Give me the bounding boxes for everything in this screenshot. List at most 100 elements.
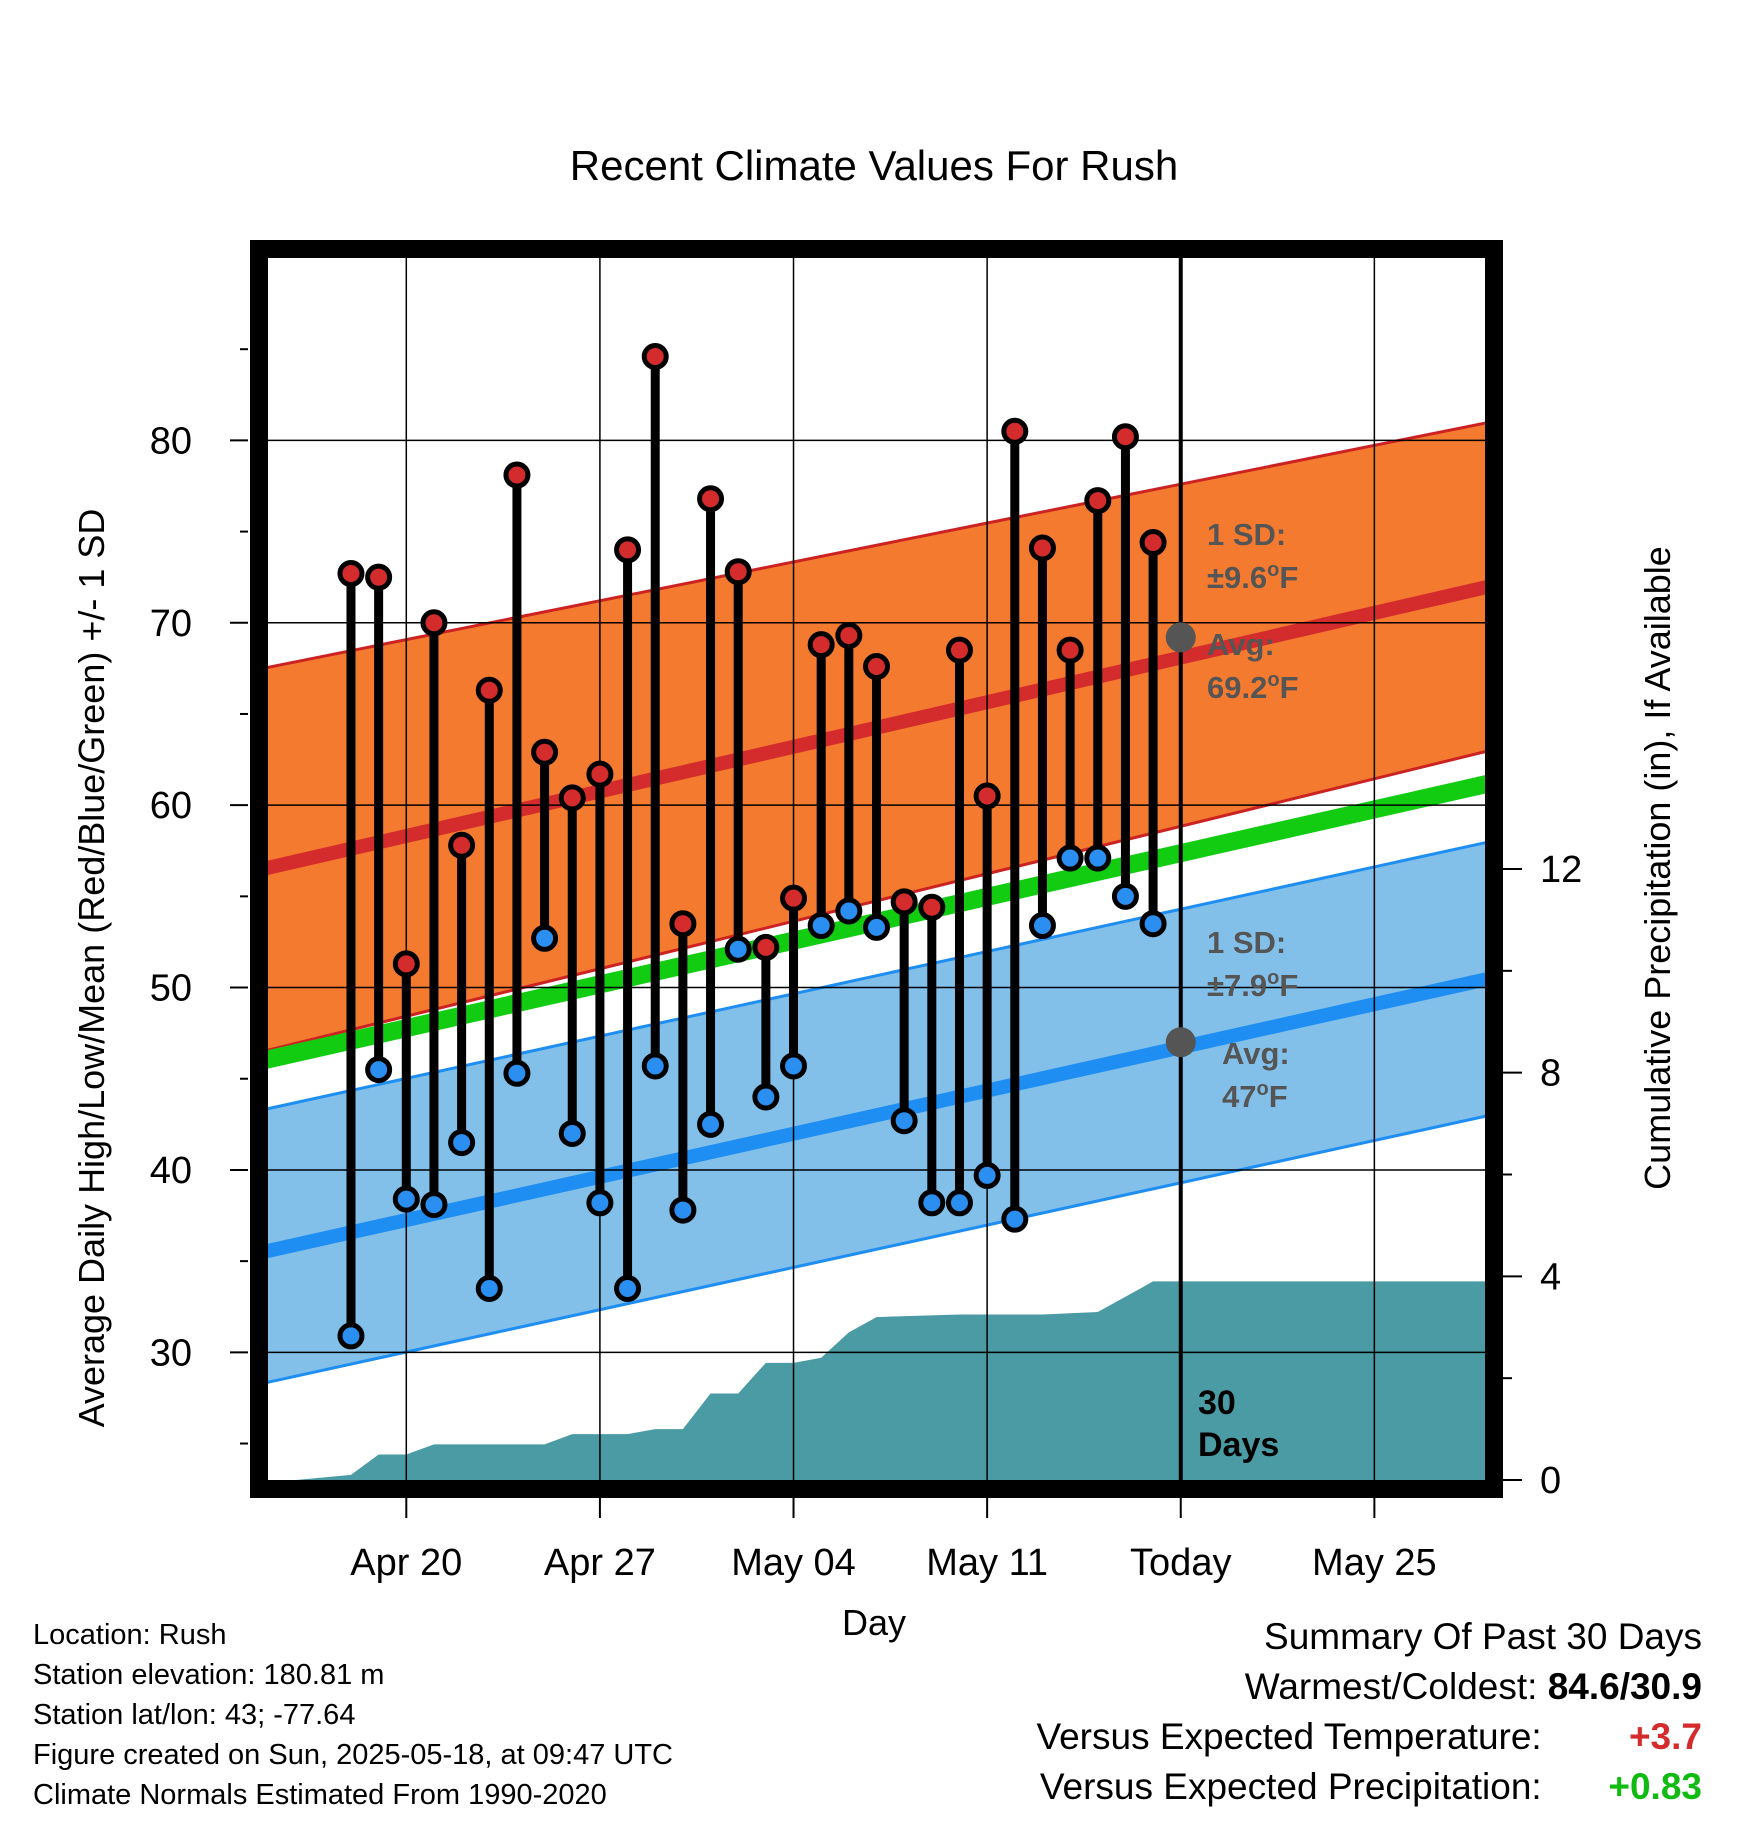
high-point xyxy=(1111,423,1139,451)
low-point xyxy=(586,1189,614,1217)
low-point xyxy=(752,1083,780,1111)
precip-area xyxy=(295,1281,1485,1480)
high-point xyxy=(1084,487,1112,515)
high-avg-label: Avg: xyxy=(1207,627,1275,662)
low-point xyxy=(863,913,890,941)
high-point xyxy=(392,950,420,978)
created-text: Figure created on Sun, 2025-05-18, at 09… xyxy=(33,1739,673,1771)
latlon-text: Station lat/lon: 43; -77.64 xyxy=(33,1699,356,1731)
high-point xyxy=(918,893,946,921)
high-point xyxy=(337,560,365,588)
low-point xyxy=(780,1052,808,1080)
low-point xyxy=(918,1189,946,1217)
days-label-number: 30 xyxy=(1198,1384,1236,1422)
y2-tick-label: 12 xyxy=(1540,849,1582,891)
high-point xyxy=(863,653,890,681)
y2-tick-label: 0 xyxy=(1540,1460,1561,1502)
low-point xyxy=(973,1161,1001,1189)
low-point xyxy=(337,1322,365,1350)
high-point xyxy=(420,609,448,637)
station-info: Location: Rush Station elevation: 180.81… xyxy=(33,1615,673,1815)
y2-tick-label: 8 xyxy=(1540,1053,1561,1095)
high-point xyxy=(835,622,863,650)
plot-frame xyxy=(250,240,1503,1498)
low-point xyxy=(1056,844,1084,872)
low-avg-label: Avg: xyxy=(1222,1036,1290,1071)
high-point xyxy=(448,831,476,859)
low-point xyxy=(365,1056,393,1084)
high-avg-value: 69.2oF xyxy=(1207,669,1299,705)
y-tick-label: 30 xyxy=(150,1332,192,1374)
summary-panel: Summary Of Past 30 Days Warmest/Coldest:… xyxy=(1036,1612,1702,1812)
location-text: Location: Rush xyxy=(33,1619,227,1651)
low-sd-upper-edge xyxy=(268,841,1485,1111)
high-point xyxy=(503,461,531,489)
x-tick-label: May 25 xyxy=(1312,1542,1437,1584)
high-sd-value: ±9.6oF xyxy=(1207,559,1298,595)
y2-tick-label: 4 xyxy=(1540,1256,1561,1298)
high-point xyxy=(973,782,1001,810)
low-point xyxy=(1111,882,1139,910)
low-point xyxy=(1001,1205,1029,1233)
low-normal-line xyxy=(268,972,1485,1259)
high-point xyxy=(641,342,669,370)
high-point xyxy=(586,760,614,788)
high-sd-label: 1 SD: xyxy=(1207,517,1286,552)
y-tick-label: 80 xyxy=(150,420,192,462)
low-point xyxy=(392,1185,420,1213)
low-point xyxy=(1028,912,1056,940)
high-point xyxy=(697,485,725,513)
high-point xyxy=(558,784,586,812)
y-tick-label: 50 xyxy=(150,968,192,1010)
high-point xyxy=(365,563,393,591)
summary-title: Summary Of Past 30 Days xyxy=(1264,1616,1702,1657)
low-point xyxy=(531,924,559,952)
low-point xyxy=(835,897,863,925)
elevation-text: Station elevation: 180.81 m xyxy=(33,1659,385,1691)
x-axis-title: Day xyxy=(842,1602,906,1643)
low-point xyxy=(448,1129,476,1157)
high-point xyxy=(724,558,752,586)
low-sd-lower-edge xyxy=(268,1114,1485,1384)
normals-text: Climate Normals Estimated From 1990-2020 xyxy=(33,1779,607,1811)
low-point xyxy=(420,1191,448,1219)
low-point xyxy=(807,912,835,940)
warmest-value: 84.6/30.9 xyxy=(1547,1666,1702,1707)
low-point xyxy=(724,935,752,963)
high-point xyxy=(669,910,697,938)
chart-axes: 30 40 50 60 70 80 0 4 8 12 Apr 20 Apr 27 May 04 May 1… xyxy=(150,348,1582,1584)
high-point xyxy=(614,536,642,564)
high-point xyxy=(890,888,918,916)
low-point xyxy=(558,1119,586,1147)
y-axis-title: Average Daily High/Low/Mean (Red/Blue/Gr… xyxy=(71,509,112,1428)
low-sd-label: 1 SD: xyxy=(1207,925,1286,960)
precip-label: Versus Expected Precipitation: xyxy=(1039,1766,1542,1807)
high-avg-marker xyxy=(1165,622,1196,653)
low-point xyxy=(669,1196,697,1224)
low-point xyxy=(697,1110,725,1138)
low-point xyxy=(1084,844,1112,872)
low-avg-value: 47oF xyxy=(1222,1078,1288,1114)
high-point xyxy=(1001,417,1029,445)
low-avg-marker xyxy=(1165,1027,1196,1058)
high-sd-upper-edge xyxy=(268,421,1485,669)
low-point xyxy=(641,1052,669,1080)
high-point xyxy=(531,738,559,766)
x-tick-label: May 11 xyxy=(926,1542,1048,1584)
high-point xyxy=(1139,529,1167,557)
warmest-label: Warmest/Coldest: xyxy=(1244,1666,1538,1707)
low-point xyxy=(1139,910,1167,938)
precip-value: +0.83 xyxy=(1608,1766,1702,1807)
high-point xyxy=(1028,534,1056,562)
high-point xyxy=(945,636,973,664)
high-point xyxy=(475,676,503,704)
y-tick-label: 40 xyxy=(150,1150,192,1192)
x-tick-label: Apr 20 xyxy=(350,1542,462,1584)
low-point xyxy=(614,1274,642,1302)
y2-axis-title: Cumulative Precipitation (in), If Availa… xyxy=(1637,546,1678,1190)
high-point xyxy=(752,933,780,961)
low-point xyxy=(503,1059,531,1087)
low-point xyxy=(945,1189,973,1217)
y-tick-label: 70 xyxy=(150,603,192,645)
